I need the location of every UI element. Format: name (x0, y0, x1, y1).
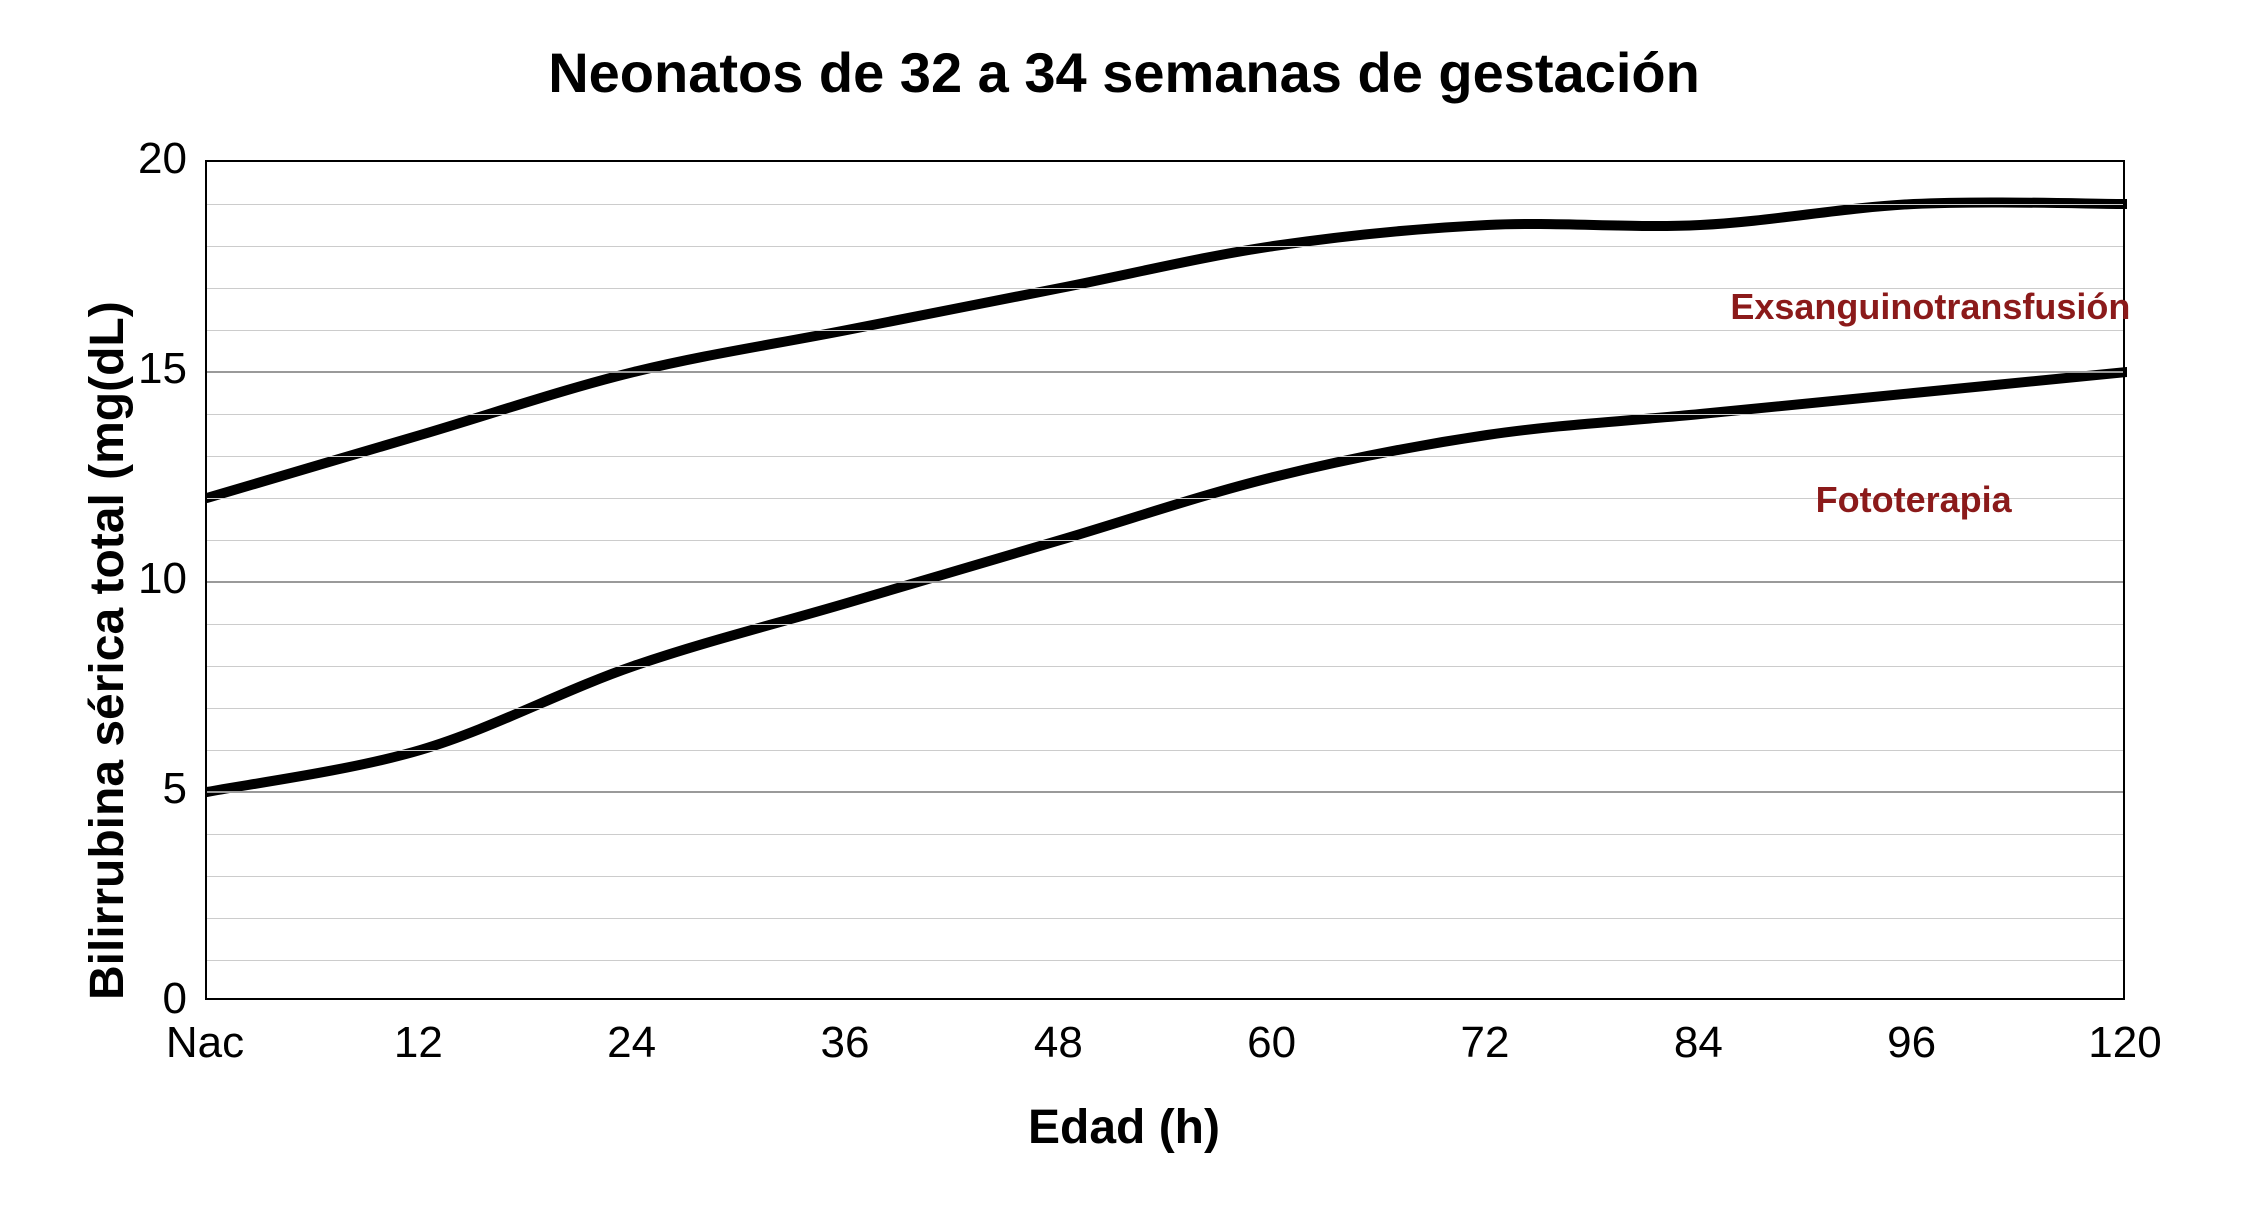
grid-minor-line (207, 330, 2123, 331)
grid-minor-line (207, 246, 2123, 247)
x-tick-label: 84 (1618, 1018, 1778, 1068)
series-label: Exsanguinotransfusión (1730, 286, 2130, 328)
y-tick-label: 10 (107, 554, 187, 604)
grid-major-line (207, 581, 2123, 583)
series-label: Fototerapia (1816, 479, 2012, 521)
y-tick-label: 5 (107, 764, 187, 814)
grid-minor-line (207, 456, 2123, 457)
grid-minor-line (207, 750, 2123, 751)
x-tick-label: 96 (1832, 1018, 1992, 1068)
grid-minor-line (207, 876, 2123, 877)
grid-minor-line (207, 624, 2123, 625)
chart-title: Neonatos de 32 a 34 semanas de gestación (0, 40, 2248, 105)
grid-minor-line (207, 918, 2123, 919)
series-line (207, 202, 2127, 498)
y-tick-label: 0 (107, 974, 187, 1024)
x-tick-label: 72 (1405, 1018, 1565, 1068)
y-tick-label: 20 (107, 134, 187, 184)
x-tick-label: 60 (1192, 1018, 1352, 1068)
grid-major-line (207, 371, 2123, 373)
y-axis-label: Bilirrubina sérica total (mg(dL) (80, 301, 135, 1000)
y-tick-label: 15 (107, 344, 187, 394)
grid-minor-line (207, 834, 2123, 835)
grid-minor-line (207, 960, 2123, 961)
grid-major-line (207, 791, 2123, 793)
x-axis-label: Edad (h) (0, 1100, 2248, 1155)
grid-minor-line (207, 708, 2123, 709)
chart-container: Neonatos de 32 a 34 semanas de gestación… (0, 0, 2248, 1230)
grid-minor-line (207, 414, 2123, 415)
x-tick-label: 24 (552, 1018, 712, 1068)
grid-minor-line (207, 204, 2123, 205)
x-tick-label: Nac (125, 1018, 285, 1068)
x-tick-label: 48 (978, 1018, 1138, 1068)
grid-minor-line (207, 666, 2123, 667)
grid-minor-line (207, 540, 2123, 541)
x-tick-label: 120 (2045, 1018, 2205, 1068)
x-tick-label: 36 (765, 1018, 925, 1068)
x-tick-label: 12 (338, 1018, 498, 1068)
